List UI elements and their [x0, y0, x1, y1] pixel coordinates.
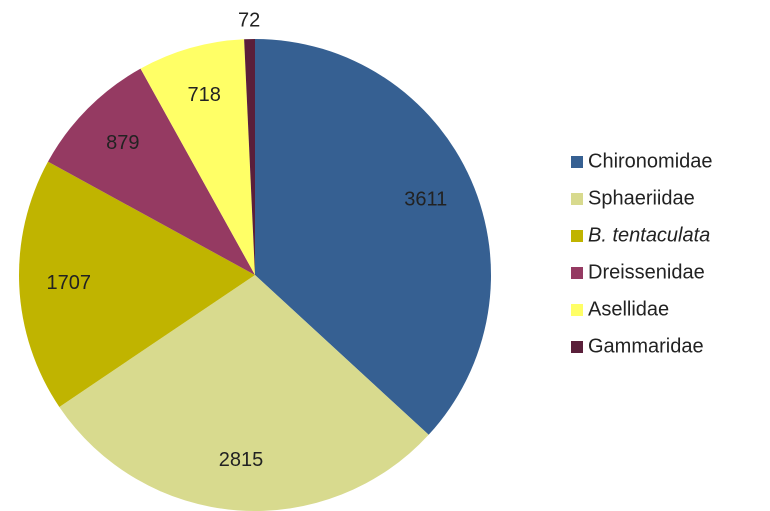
data-label: 1707 — [47, 272, 92, 294]
legend-label: Chironomidae — [588, 150, 713, 172]
legend-label: B. tentaculata — [588, 224, 710, 246]
legend-label: Sphaeriidae — [588, 187, 695, 209]
data-label: 879 — [106, 132, 139, 154]
legend-label: Dreissenidae — [588, 261, 705, 283]
legend-label: Asellidae — [588, 298, 669, 320]
legend-swatch — [571, 267, 583, 279]
legend-swatch — [571, 193, 583, 205]
pie-slice — [255, 39, 491, 435]
legend-swatch — [571, 304, 583, 316]
pie-slice — [59, 275, 429, 511]
data-label: 718 — [187, 84, 220, 106]
pie-slice — [47, 68, 256, 275]
pie-slice — [140, 39, 255, 275]
pie-slice — [18, 161, 255, 407]
data-label: 2815 — [219, 449, 264, 471]
legend-swatch — [571, 341, 583, 353]
data-label: 3611 — [404, 188, 447, 210]
legend-label: Gammaridae — [588, 335, 704, 357]
legend-swatch — [571, 156, 583, 168]
data-label: 72 — [238, 9, 260, 31]
legend-swatch — [571, 230, 583, 242]
pie-slice — [244, 39, 255, 275]
